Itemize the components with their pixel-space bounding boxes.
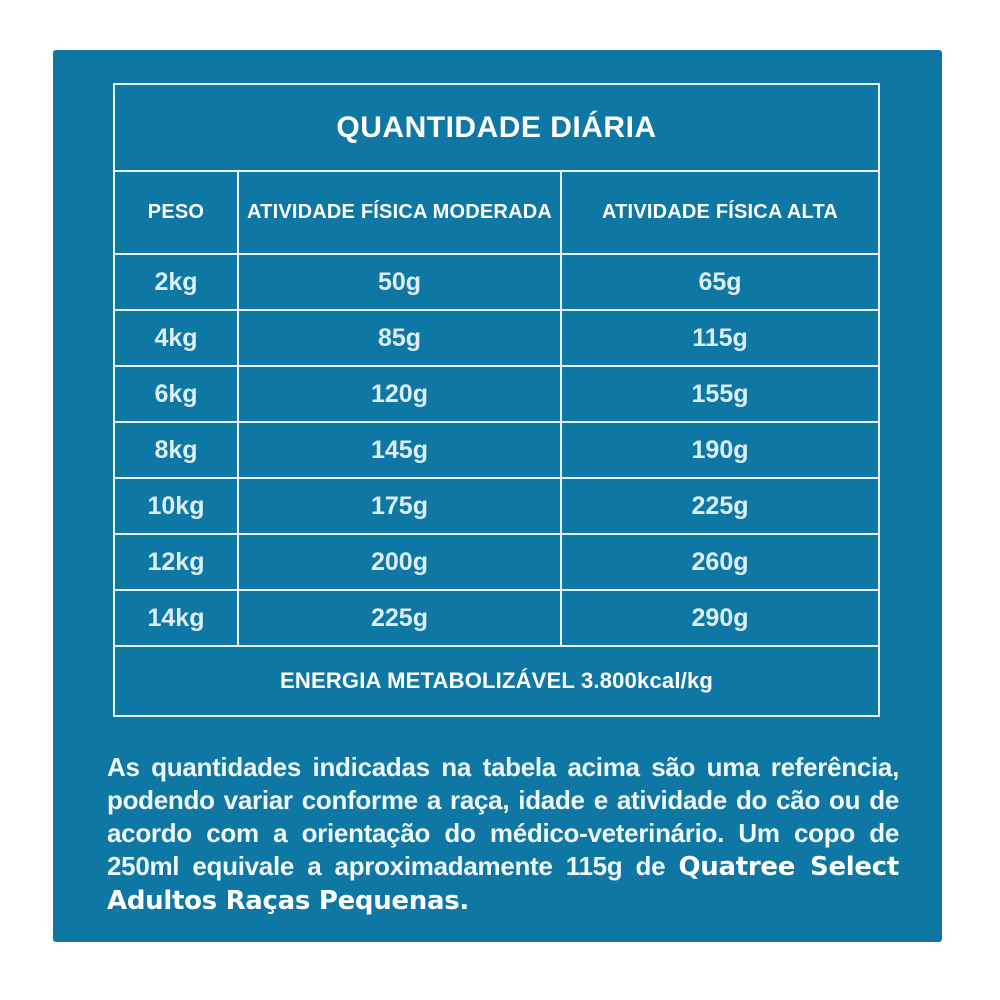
cell-alta: 260g [559, 533, 881, 591]
reference-note: As quantidades indicadas na tabela acima… [107, 751, 899, 918]
table-row: 2kg 50g 65g [113, 253, 881, 311]
cell-peso: 12kg [113, 533, 239, 591]
table-row: 4kg 85g 115g [113, 309, 881, 367]
table-title: QUANTIDADE DIÁRIA [112, 83, 881, 172]
cell-alta: 155g [559, 365, 881, 423]
cell-moderada: 120g [237, 365, 562, 423]
cell-alta: 65g [559, 253, 881, 311]
column-header-peso: PESO [113, 170, 239, 255]
cell-alta: 225g [559, 477, 881, 535]
cell-alta: 290g [559, 589, 881, 647]
cell-peso: 10kg [113, 477, 239, 535]
table-row: 14kg 225g 290g [113, 589, 881, 647]
column-header-atividade-moderada: ATIVIDADE FÍSICA MODERADA [237, 170, 562, 255]
table-footer-row: ENERGIA METABOLIZÁVEL 3.800kcal/kg [112, 645, 881, 717]
metabolizable-energy-note: ENERGIA METABOLIZÁVEL 3.800kcal/kg [112, 645, 881, 717]
table-row: 12kg 200g 260g [113, 533, 881, 591]
cell-moderada: 85g [237, 309, 562, 367]
cell-moderada: 175g [237, 477, 562, 535]
cell-alta: 190g [559, 421, 881, 479]
table-row: 6kg 120g 155g [113, 365, 881, 423]
column-header-atividade-alta: ATIVIDADE FÍSICA ALTA [559, 170, 881, 255]
table-header-row: PESO ATIVIDADE FÍSICA MODERADA ATIVIDADE… [113, 170, 881, 255]
label-panel: QUANTIDADE DIÁRIA PESO ATIVIDADE FÍSICA … [53, 50, 942, 942]
cell-moderada: 225g [237, 589, 562, 647]
cell-peso: 2kg [113, 253, 239, 311]
cell-moderada: 200g [237, 533, 562, 591]
table-row: 8kg 145g 190g [113, 421, 881, 479]
cell-moderada: 145g [237, 421, 562, 479]
table-title-row: QUANTIDADE DIÁRIA [112, 83, 881, 172]
daily-quantity-table: QUANTIDADE DIÁRIA PESO ATIVIDADE FÍSICA … [112, 83, 881, 717]
brand-name: Quatree Select Adultos Raças Pequenas. [107, 852, 899, 916]
cell-peso: 6kg [113, 365, 239, 423]
cell-peso: 14kg [113, 589, 239, 647]
reference-note-text: As quantidades indicadas na tabela acima… [107, 752, 899, 881]
cell-moderada: 50g [237, 253, 562, 311]
cell-alta: 115g [559, 309, 881, 367]
table-row: 10kg 175g 225g [113, 477, 881, 535]
cell-peso: 8kg [113, 421, 239, 479]
cell-peso: 4kg [113, 309, 239, 367]
